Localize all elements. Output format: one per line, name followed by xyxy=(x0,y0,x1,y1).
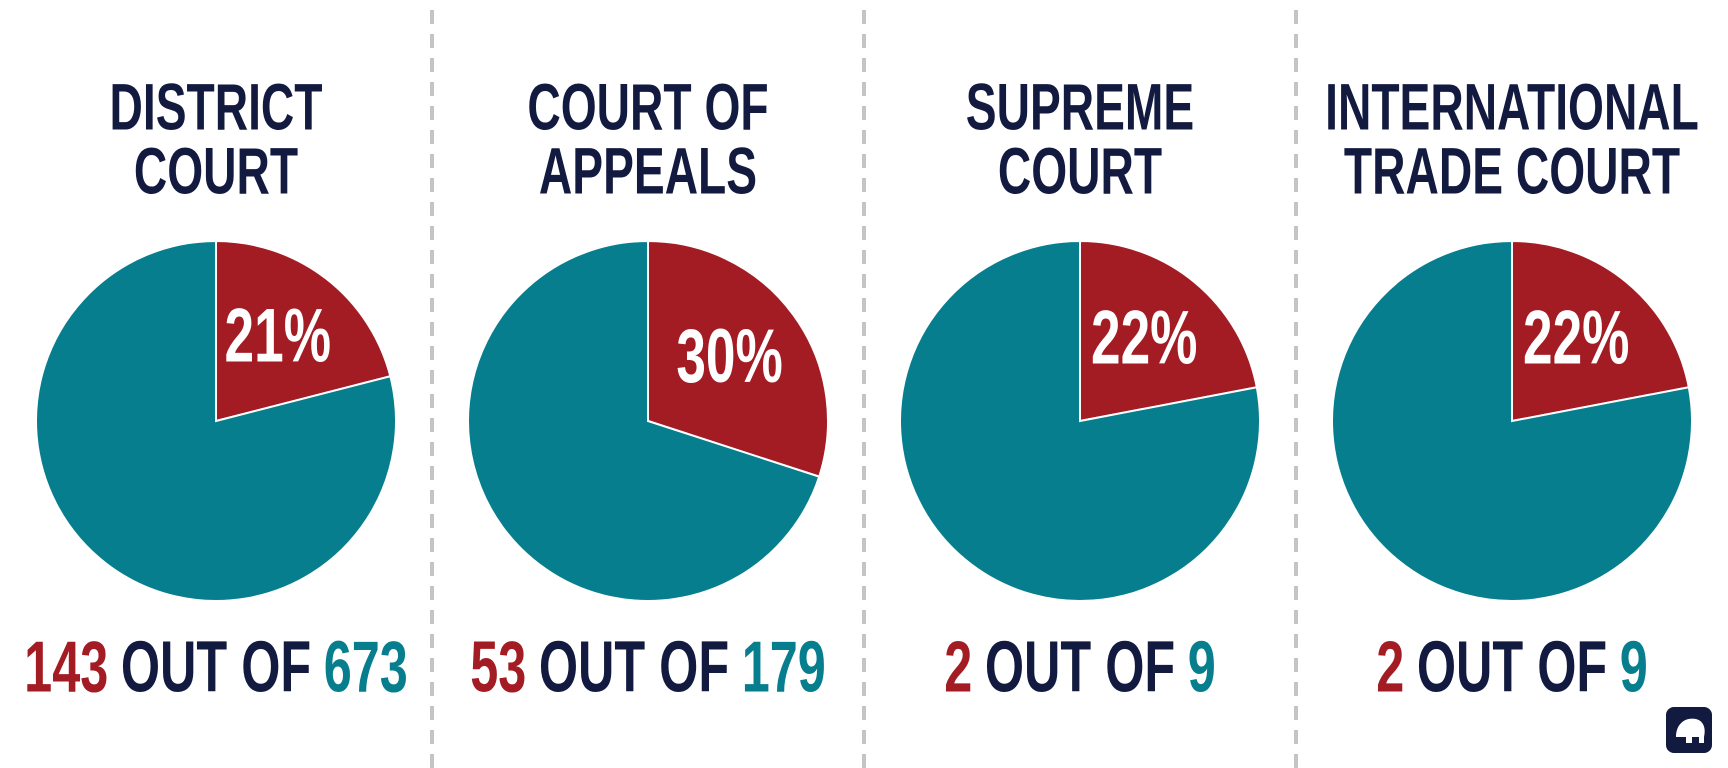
pie-slice xyxy=(1511,239,1690,423)
value-label: 30% xyxy=(676,313,782,398)
chart-title: SUPREME xyxy=(966,70,1194,144)
value-label-group: 22% xyxy=(1523,295,1629,380)
chart-title: COURT xyxy=(134,134,298,208)
caption-group: 53 OUT OF 179 xyxy=(470,628,826,708)
total: 179 xyxy=(742,628,826,708)
pie-slice xyxy=(467,239,821,602)
caption: 53 OUT OF 179 xyxy=(470,628,826,708)
title-group: SUPREME xyxy=(966,70,1194,144)
connector: OUT OF xyxy=(539,628,729,708)
count: 143 xyxy=(24,628,108,708)
caption: 2 OUT OF 9 xyxy=(1376,628,1648,708)
title-group: TRADE COURT xyxy=(1344,134,1680,208)
pie-slice xyxy=(647,239,829,478)
connector: OUT OF xyxy=(1417,628,1607,708)
value-label: 21% xyxy=(225,293,331,378)
count: 2 xyxy=(1376,628,1404,708)
title-group: DISTRICT xyxy=(110,70,323,144)
title-group: COURT OF xyxy=(527,70,768,144)
count: 2 xyxy=(944,628,972,708)
value-label: 22% xyxy=(1523,295,1629,380)
caption-group: 2 OUT OF 9 xyxy=(944,628,1216,708)
total: 9 xyxy=(1620,628,1648,708)
pie-slice xyxy=(1079,239,1258,423)
caption-group: 143 OUT OF 673 xyxy=(24,628,408,708)
value-label: 22% xyxy=(1091,295,1197,380)
connector: OUT OF xyxy=(985,628,1175,708)
caption: 2 OUT OF 9 xyxy=(944,628,1216,708)
title-group: APPEALS xyxy=(539,134,757,208)
chart-title: INTERNATIONAL xyxy=(1325,70,1699,144)
total: 673 xyxy=(324,628,408,708)
title-group: INTERNATIONAL xyxy=(1325,70,1699,144)
caption: 143 OUT OF 673 xyxy=(24,628,408,708)
chart-title: COURT OF xyxy=(527,70,768,144)
connector: OUT OF xyxy=(121,628,311,708)
logo xyxy=(1666,707,1712,753)
chart-title: DISTRICT xyxy=(110,70,323,144)
title-group: COURT xyxy=(998,134,1162,208)
chart-title: TRADE COURT xyxy=(1344,134,1680,208)
total: 9 xyxy=(1188,628,1216,708)
title-group: COURT xyxy=(134,134,298,208)
caption-group: 2 OUT OF 9 xyxy=(1376,628,1648,708)
value-label-group: 30% xyxy=(676,313,782,398)
pie-slice xyxy=(35,239,397,602)
pie-slice xyxy=(1331,239,1693,602)
chart-title: APPEALS xyxy=(539,134,757,208)
pie-slice xyxy=(215,239,392,423)
value-label-group: 22% xyxy=(1091,295,1197,380)
count: 53 xyxy=(470,628,526,708)
value-label-group: 21% xyxy=(225,293,331,378)
chart-title: COURT xyxy=(998,134,1162,208)
pie-slice xyxy=(899,239,1261,602)
